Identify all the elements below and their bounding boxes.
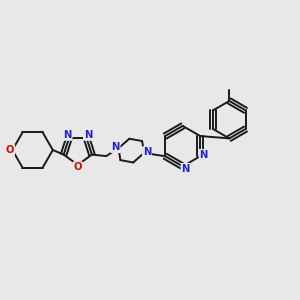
Text: O: O xyxy=(74,162,82,172)
Text: N: N xyxy=(84,130,92,140)
Text: N: N xyxy=(200,150,208,160)
Text: N: N xyxy=(182,164,190,174)
Text: N: N xyxy=(111,142,120,152)
Text: N: N xyxy=(63,130,72,140)
Text: N: N xyxy=(143,147,151,157)
Text: O: O xyxy=(6,145,14,155)
